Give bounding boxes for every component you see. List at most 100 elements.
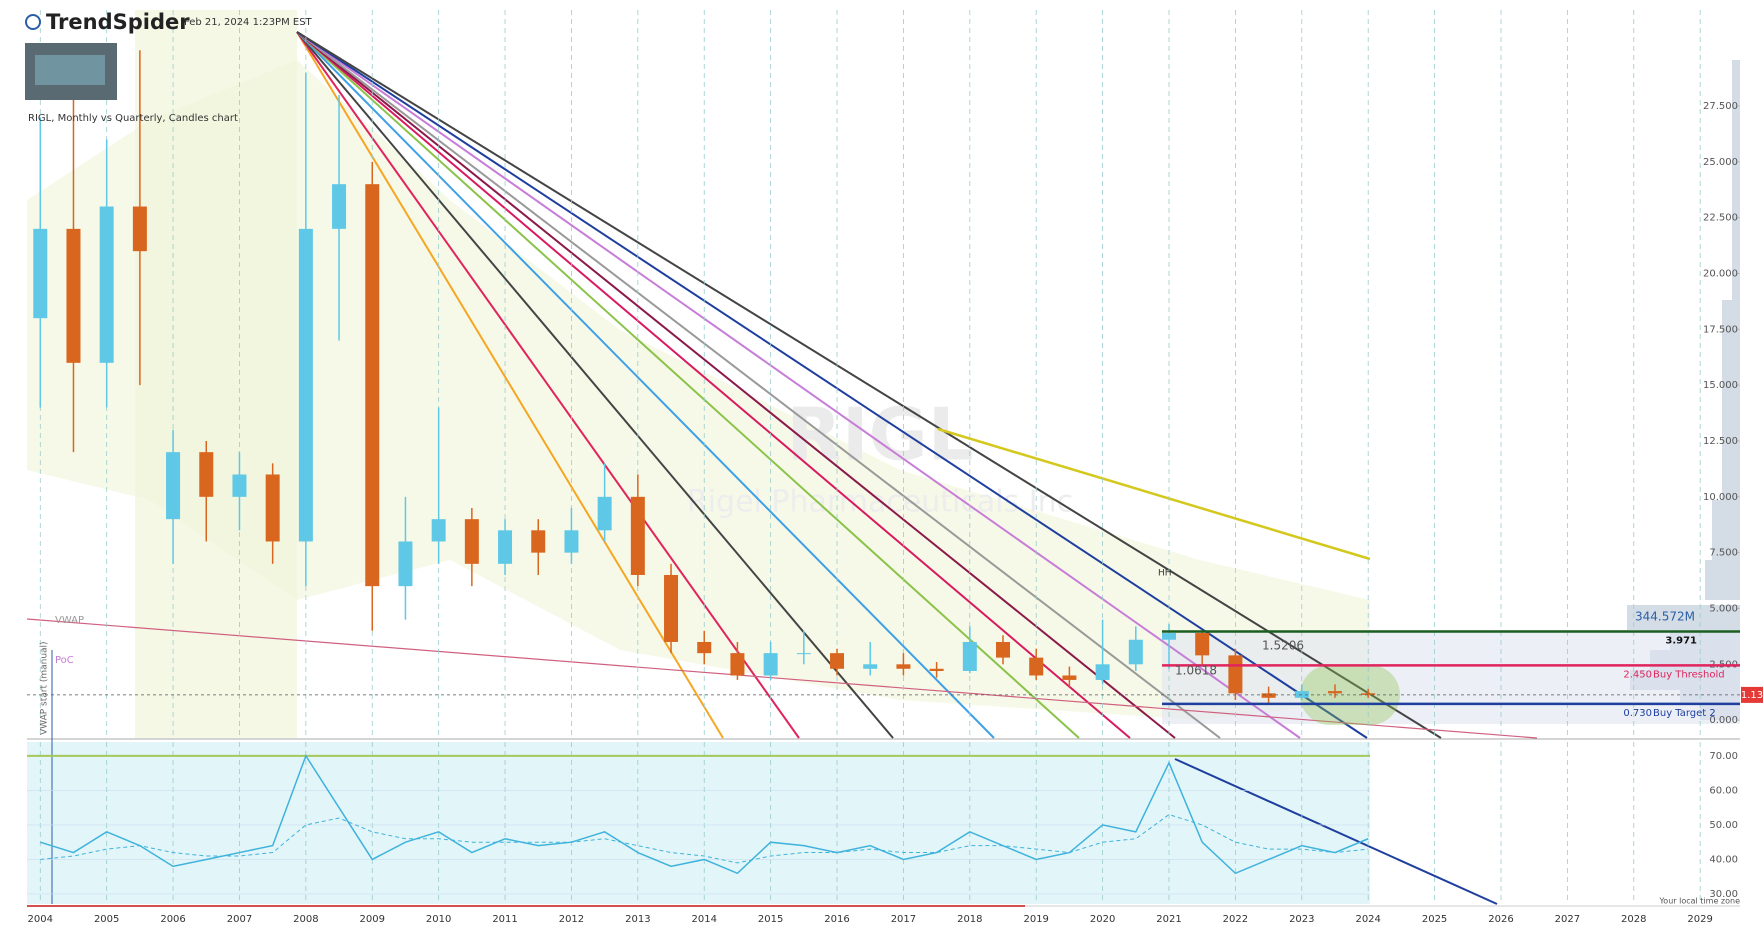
candle-body [1327,691,1342,694]
rsi-background [27,742,1370,904]
plot-layer: 2004 2005 2006 2007 2008 2009 2010 2011 2012 2013… [26,10,1763,925]
candle-body [1228,655,1243,694]
y-tick-label: 22.500 [1703,213,1738,224]
y-tick-label: 17.500 [1703,324,1738,335]
x-tick-label: 2011 [492,914,517,925]
y-tick-label: 0.000 [1709,715,1738,726]
annotation: 1.5206 [1262,639,1304,653]
candle-body [597,496,612,531]
candle-body [265,474,280,542]
annotation: VWAP [55,615,84,626]
trendline [296,31,724,739]
annotation: PoC [55,655,74,666]
x-tick-label: 2027 [1555,914,1580,925]
candle-body [730,653,745,676]
x-tick-label: 2028 [1621,914,1646,925]
watermark: RIGL [786,393,973,477]
candle-body [1029,657,1044,676]
y-tick-label: 15.000 [1703,380,1738,391]
candle-body [99,206,114,363]
candle-body [1361,693,1376,695]
candle-body [630,496,645,575]
candle-body [199,452,214,497]
candle-body [33,228,48,319]
band-area [27,60,1370,720]
y-tick-label: 27.500 [1703,101,1738,112]
x-tick-label: 2024 [1355,914,1380,925]
x-tick-label: 2013 [625,914,650,925]
annotation: 1.0618 [1175,664,1217,678]
y-tick-label: 5.000 [1709,603,1738,614]
trendline [296,31,1442,739]
candle-body [929,668,944,672]
x-tick-label: 2009 [360,914,385,925]
candle-body [996,641,1011,658]
level-label: 3.971 [1665,635,1697,646]
x-tick-label: 2020 [1090,914,1115,925]
x-tick-label: 2026 [1488,914,1513,925]
volume-profile-bar [1722,300,1740,500]
candle-body [1195,633,1210,656]
trendline [296,31,1131,739]
x-tick-label: 2004 [28,914,53,925]
candle-body [863,664,878,669]
x-tick-label: 2016 [824,914,849,925]
trendline [1174,758,1498,905]
x-tick-label: 2019 [1023,914,1048,925]
chart-subtitle: RIGL, Monthly vs Quarterly, Candles char… [28,113,238,124]
annotation: VWAP start (manual) [40,641,50,735]
x-tick-label: 2022 [1223,914,1248,925]
trendline [296,31,1368,739]
rsi-line [40,814,1369,864]
candle-body [664,574,679,642]
candle-body [564,530,579,553]
logo [25,14,41,30]
trendline [296,31,1221,739]
candle-body [531,530,546,553]
candle-body [796,653,811,655]
candle-body [498,530,513,564]
trendline [26,618,1538,739]
candle-body [896,664,911,669]
candle-body [697,641,712,654]
header: TrendSpider Feb 21, 2024 1:23PM EST RIGL… [25,10,313,124]
volume-profile-bar [1712,500,1740,560]
candle-body [763,653,778,676]
x-tick-label: 2017 [891,914,916,925]
brand: TrendSpider [46,10,190,34]
x-tick-label: 2006 [160,914,185,925]
time-zone-note: Your local time zone [1658,897,1740,906]
candle-body [464,519,479,564]
x-tick-label: 2007 [227,914,252,925]
x-tick-label: 2014 [692,914,717,925]
candle-body [1162,633,1176,640]
y-tick-label: 7.500 [1709,548,1738,559]
trendline [296,31,800,739]
x-tick-label: 2012 [559,914,584,925]
y-tick-label: 25.000 [1703,157,1738,168]
candle-body [431,519,446,542]
trendline [296,31,995,739]
y-tick-label: 20.000 [1703,269,1738,280]
y-tick-label: 70.00 [1709,751,1738,762]
thumbnail-detail [35,55,105,85]
candle-body [332,184,347,229]
y-tick-label: 12.500 [1703,436,1738,447]
level-label: 0.730 [1623,708,1652,719]
y-tick-label: 10.000 [1703,492,1738,503]
candle-body [830,653,845,669]
candle-body [66,228,81,363]
x-tick-label: 2015 [758,914,783,925]
trendline [296,31,1301,739]
trendline [937,427,1371,561]
annotation: HH [1158,569,1172,579]
x-tick-label: 2005 [94,914,119,925]
y-tick-label: 30.00 [1709,889,1738,900]
level-text: Buy Threshold [1653,669,1725,680]
candle-body [298,228,313,542]
candle-body [365,184,380,587]
annotation: 344.572M [1635,610,1695,624]
x-tick-label: 2025 [1422,914,1447,925]
volume-profile-bar [1705,560,1740,600]
